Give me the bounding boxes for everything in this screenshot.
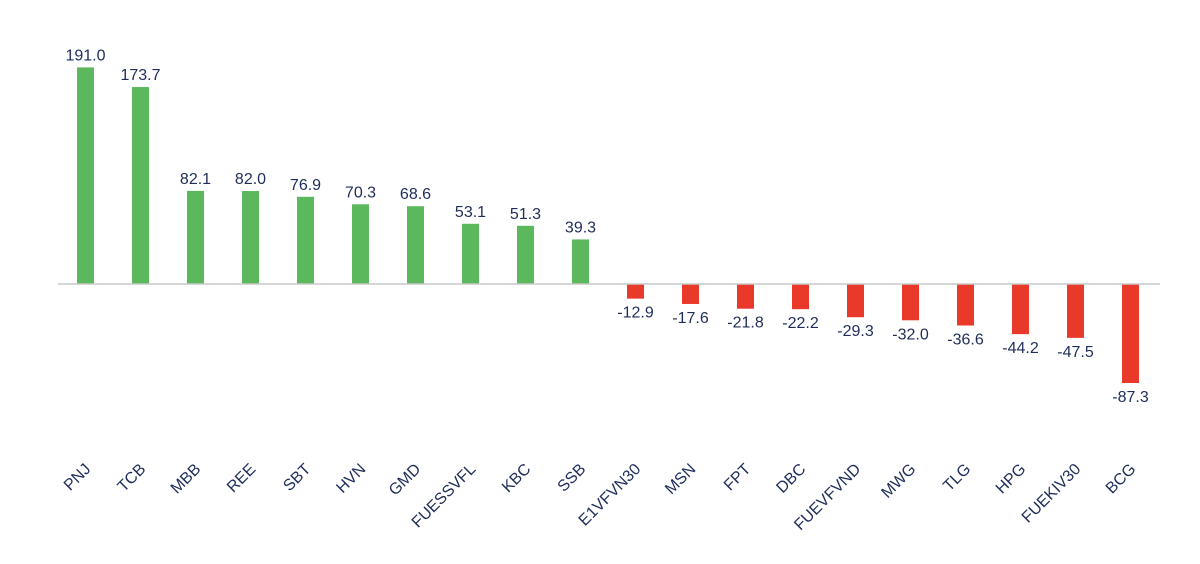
bar-mbb — [187, 190, 204, 284]
bar-fuessvfl — [462, 223, 479, 284]
value-label-tcb: 173.7 — [120, 67, 160, 84]
bar-hvn — [352, 204, 369, 284]
bar-kbc — [517, 225, 534, 284]
value-label-ssb: 39.3 — [565, 219, 596, 236]
value-label-fuekiv30: -47.5 — [1057, 344, 1094, 361]
bar-ree — [242, 191, 259, 284]
value-label-msn: -17.6 — [672, 310, 709, 327]
bar-sbt — [297, 196, 314, 284]
value-label-bcg: -87.3 — [1112, 389, 1149, 406]
category-label-sbt: SBT — [280, 461, 314, 495]
category-label-hvn: HVN — [333, 461, 369, 497]
value-labels-group: 191.0 173.7 82.1 82.0 76.9 70.3 68.6 53.1 51.3 39… — [65, 47, 1148, 406]
category-label-dbc: DBC — [773, 461, 809, 497]
bar-tcb — [132, 87, 149, 284]
bar-e1vfvn30 — [627, 284, 644, 299]
category-label-kbc: KBC — [499, 461, 534, 496]
category-label-hpg: HPG — [993, 461, 1030, 498]
value-label-mwg: -32.0 — [892, 326, 929, 343]
category-label-mwg: MWG — [878, 461, 919, 502]
bar-fuekiv30 — [1067, 284, 1084, 338]
bar-bcg — [1122, 284, 1139, 383]
value-label-hpg: -44.2 — [1002, 340, 1039, 357]
value-label-gmd: 68.6 — [400, 186, 431, 203]
category-label-gmd: GMD — [386, 461, 424, 499]
category-label-fuekiv30: FUEKIV30 — [1019, 461, 1085, 527]
value-label-fpt: -21.8 — [727, 315, 764, 332]
bar-msn — [682, 284, 699, 304]
value-label-pnj: 191.0 — [65, 47, 105, 64]
category-label-fpt: FPT — [721, 461, 755, 495]
category-label-msn: MSN — [662, 461, 699, 498]
category-label-mbb: MBB — [168, 461, 205, 498]
value-label-e1vfvn30: -12.9 — [617, 305, 654, 322]
value-label-kbc: 51.3 — [510, 206, 541, 223]
value-label-ree: 82.0 — [235, 171, 266, 188]
bar-mwg — [902, 284, 919, 321]
category-label-pnj: PNJ — [61, 461, 94, 494]
category-label-bcg: BCG — [1103, 461, 1140, 498]
bar-gmd — [407, 206, 424, 284]
value-label-sbt: 76.9 — [290, 177, 321, 194]
category-label-tlg: TLG — [940, 461, 974, 495]
category-label-ree: REE — [224, 461, 259, 496]
value-label-fuevfvnd: -29.3 — [837, 323, 874, 340]
value-label-mbb: 82.1 — [180, 171, 211, 188]
value-label-hvn: 70.3 — [345, 184, 376, 201]
bar-pnj — [77, 67, 94, 284]
bar-ssb — [572, 239, 589, 284]
value-label-tlg: -36.6 — [947, 332, 984, 349]
bar-hpg — [1012, 284, 1029, 335]
bar-dbc — [792, 284, 809, 310]
bar-tlg — [957, 284, 974, 326]
bar-fuevfvnd — [847, 284, 864, 318]
value-label-dbc: -22.2 — [782, 315, 819, 332]
bars-group — [77, 67, 1139, 383]
bar-fpt — [737, 284, 754, 309]
category-label-tcb: TCB — [115, 461, 150, 496]
category-label-ssb: SSB — [555, 461, 590, 496]
value-label-fuessvfl: 53.1 — [455, 204, 486, 221]
